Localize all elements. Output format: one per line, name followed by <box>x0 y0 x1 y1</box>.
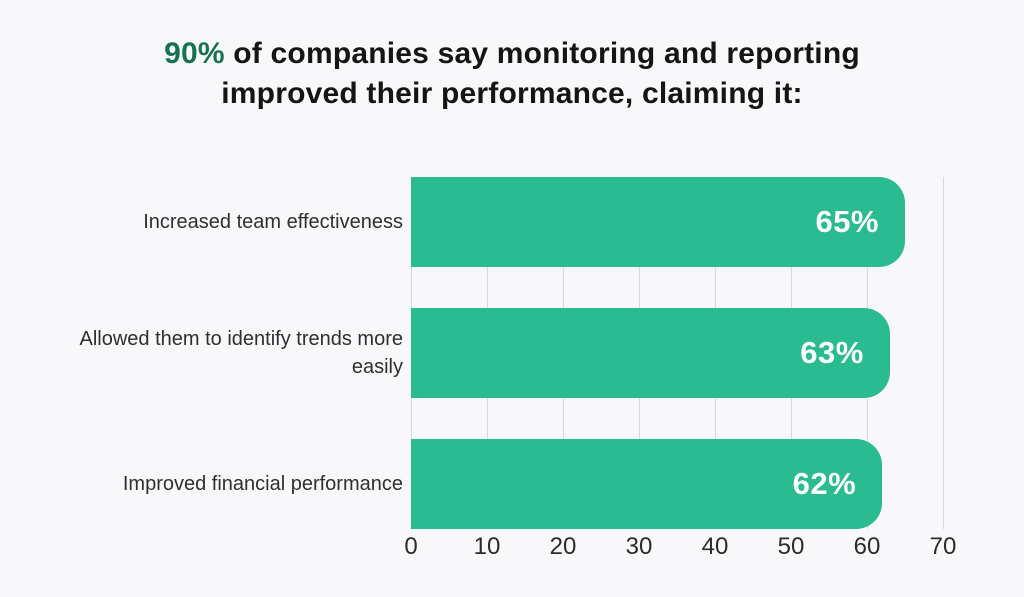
bar: 63% <box>411 308 890 398</box>
bar-value-label: 65% <box>815 204 879 239</box>
category-label-text: Increased team effectiveness <box>143 211 403 233</box>
title-highlight: 90% <box>164 37 225 70</box>
bar: 62% <box>411 439 883 529</box>
horizontal-bar-chart: Increased team effectiveness 65% Allowed t… <box>0 177 956 560</box>
x-tick-label: 50 <box>777 533 805 560</box>
x-tick-label: 20 <box>549 533 577 560</box>
bar-track: 63% <box>411 308 943 398</box>
bar-track: 62% <box>411 439 943 529</box>
title-line-1: 90% of companies say monitoring and repo… <box>0 34 1024 74</box>
category-label: Increased team effectiveness <box>0 177 411 267</box>
category-label-text: Improved financial performance <box>122 473 403 495</box>
bar-row: Allowed them to identify trends more eas… <box>0 308 943 398</box>
bar-track: 65% <box>411 177 943 267</box>
bar-value-label: 62% <box>792 466 857 501</box>
x-tick-label: 40 <box>701 533 729 560</box>
x-tick-label: 30 <box>625 533 653 560</box>
bar-row: Improved financial performance 62% <box>0 439 943 529</box>
bar-row: Increased team effectiveness 65% <box>0 177 943 267</box>
gridline <box>943 177 944 529</box>
x-axis: 0 10 20 30 40 50 60 70 <box>404 533 956 565</box>
bar-rows: Increased team effectiveness 65% Allowed t… <box>0 177 943 529</box>
category-label: Allowed them to identify trends more eas… <box>0 308 411 398</box>
x-tick-label: 60 <box>853 533 881 560</box>
chart-title: 90% of companies say monitoring and repo… <box>0 34 1024 114</box>
x-tick-label: 10 <box>473 533 501 560</box>
title-line1-text: of companies say monitoring and reportin… <box>224 37 860 70</box>
title-line-2: improved their performance, claiming it: <box>221 77 803 110</box>
category-label: Improved financial performance <box>0 439 411 529</box>
x-tick-label: 0 <box>404 533 418 560</box>
bar-value-label: 63% <box>800 335 864 370</box>
bar: 65% <box>411 177 905 267</box>
category-label-text: Allowed them to identify trends more eas… <box>79 328 404 378</box>
x-tick-label: 70 <box>929 533 957 560</box>
